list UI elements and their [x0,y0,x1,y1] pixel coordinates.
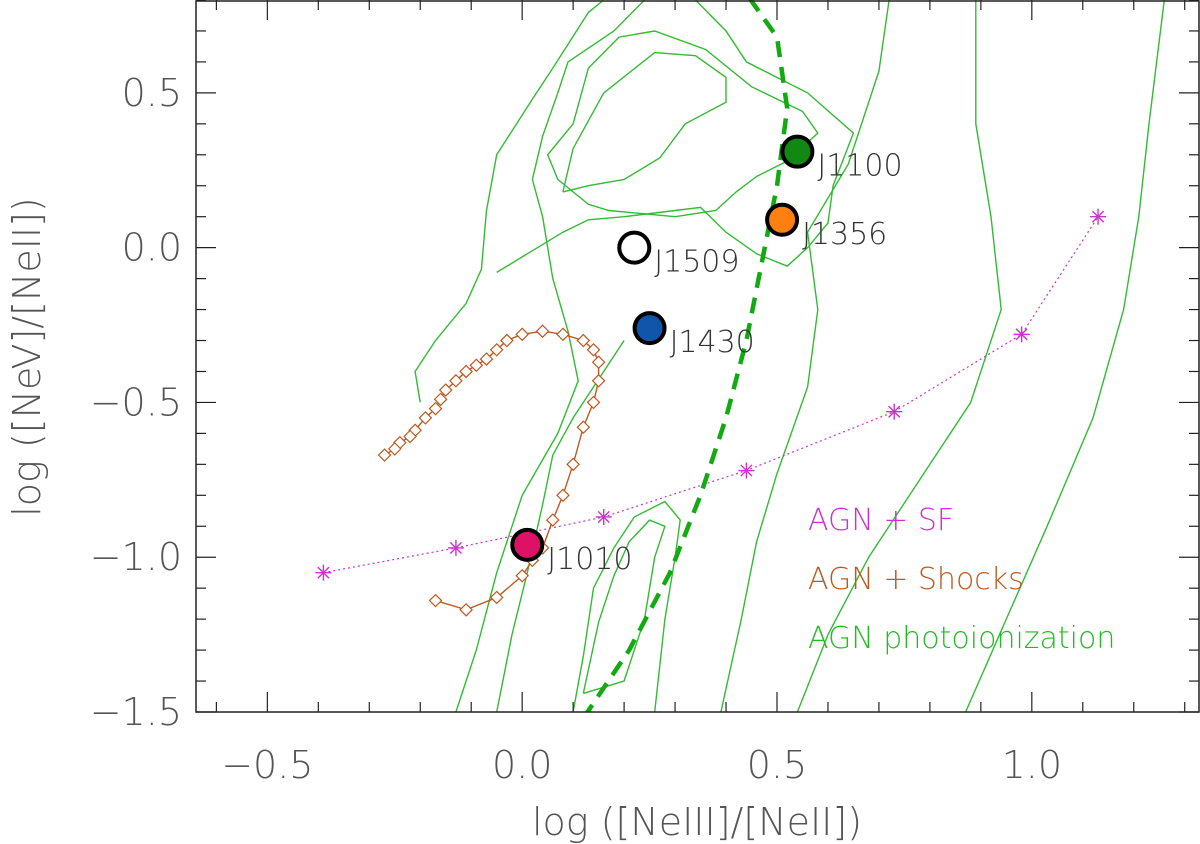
agn-sf-marker-4 [886,403,903,420]
agn-shocks-marker-19 [489,342,504,357]
agn-shocks-marker-18 [500,333,514,348]
y-axis-label: log ([NeV]/[NeII]) [5,197,49,517]
agn-shocks-marker-17 [515,327,530,342]
legend-agn-photoionization: AGN photoionization [808,621,1115,656]
agn-shocks-marker-23 [449,373,463,388]
agn-shocks-marker-22 [459,364,473,379]
agn-shocks-marker-7 [556,488,570,503]
agn-sf-marker-3 [738,462,755,479]
agn-shocks-marker-24 [438,383,453,397]
point-label-j1100: J1100 [817,149,902,184]
labeled-points: J1100 J1356 J1509 J1430 J1010 [510,134,903,577]
tick-labels: −0.5 0.0 0.5 1.0 −1.5 −1.0 −0.5 0.0 0.5 [90,71,1062,787]
agn-shocks-marker-14 [576,333,591,348]
legend-agn-shocks: AGN + Shocks [808,562,1024,597]
agn-shocks-marker-20 [479,352,494,366]
x-tick-label: 0.5 [747,743,807,787]
agn-sf-marker-6 [1090,208,1107,225]
agn-shocks-marker-12 [591,355,606,370]
agn-shocks-track [377,324,606,617]
y-tick-label: 0.0 [122,226,182,270]
agn-shocks-marker-21 [469,358,484,373]
agn-shocks-marker-26 [428,401,443,416]
plot-frame [195,0,1200,713]
dividing-line [584,0,790,712]
agn-sf-marker-5 [1013,326,1030,343]
agn-shocks-marker-1 [459,602,473,617]
agn-shocks-marker-3 [515,568,530,583]
dividing-dashed-line [584,0,790,712]
x-tick-label: 1.0 [1002,743,1062,787]
contour-line-1 [546,30,819,218]
agn-shocks-marker-2 [489,590,504,605]
point-j1356 [765,202,800,237]
agn-shocks-marker-27 [418,411,433,425]
legend: AGN + SF AGN + Shocks AGN photoionizatio… [808,503,1115,656]
x-tick-label: −0.5 [221,743,313,787]
agn-shocks-marker-15 [556,327,570,342]
contour-line-10 [964,0,1165,712]
x-tick-label: 0.0 [492,743,552,787]
point-label-j1509: J1509 [654,245,739,280]
agn-shocks-marker-10 [586,395,601,410]
y-tick-label: 0.5 [122,71,182,115]
agn-shocks-marker-13 [586,342,601,357]
agn-shocks-marker-32 [377,448,392,462]
agn-shocks-marker-0 [428,593,443,608]
y-tick-label: −1.0 [90,535,182,579]
agn-shocks-marker-31 [387,442,402,456]
agn-sf-marker-0 [315,564,332,581]
contour-line-3 [455,0,645,712]
contour-line-0 [562,51,727,193]
point-label-j1430: J1430 [670,325,755,360]
agn-shocks-marker-16 [535,324,550,339]
y-tick-label: −1.5 [90,690,182,734]
agn-shocks-marker-11 [591,373,606,388]
point-j1430 [632,311,667,346]
contour-line-7 [572,500,681,712]
point-j1100 [780,134,815,169]
contour-line-9 [796,0,1002,712]
legend-agn-sf: AGN + SF [808,503,954,538]
plot-axes [195,0,1200,713]
contour-line-8 [720,0,890,712]
agn-shocks-marker-25 [433,392,448,407]
point-j1010 [510,527,545,562]
agn-sf-marker-2 [595,508,612,525]
agn-shocks-marker-29 [403,429,417,444]
point-label-j1010: J1010 [547,542,632,577]
agn-sf-track [315,208,1107,581]
contour-line-2 [496,0,855,273]
point-j1509 [617,230,652,265]
agn-shocks-marker-8 [566,457,580,472]
agn-shocks-marker-9 [576,420,591,435]
point-label-j1356: J1356 [802,217,887,252]
x-axis-label: log ([NeIII]/[NeII]) [532,800,862,844]
agn-sf-marker-1 [447,539,464,556]
y-tick-label: −0.5 [90,380,182,424]
photoionization-contours [414,0,1165,712]
agn-shocks-marker-6 [545,513,560,527]
contour-line-4 [414,0,605,403]
contour-line-6 [582,519,666,695]
